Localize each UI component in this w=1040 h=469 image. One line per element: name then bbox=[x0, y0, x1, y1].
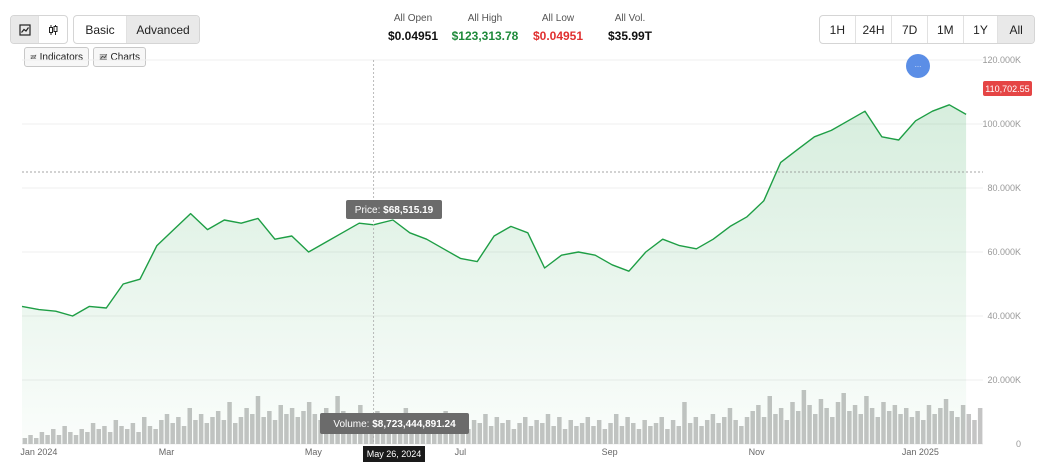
price-tooltip-value: $68,515.19 bbox=[383, 205, 433, 216]
more-options-button[interactable] bbox=[906, 54, 930, 78]
y-tick-label: 80.000K bbox=[987, 183, 1021, 193]
volume-tooltip-text: Volume: $8,723,444,891.24 bbox=[333, 419, 456, 430]
x-tick-label: Jan 2025 bbox=[902, 447, 939, 457]
stat-label: All Low bbox=[541, 13, 575, 24]
advanced-mode-button[interactable]: Advanced bbox=[127, 16, 199, 43]
x-tick-label: Jul bbox=[455, 447, 467, 457]
current-price-label: 110,702.55 bbox=[985, 84, 1029, 94]
stat-label: All High bbox=[467, 13, 503, 24]
candlestick-icon[interactable] bbox=[39, 16, 67, 43]
y-tick-label: 20.000K bbox=[987, 375, 1021, 385]
volume-tooltip-value: $8,723,444,891.24 bbox=[372, 419, 456, 430]
stat-value: $0.04951 bbox=[532, 29, 584, 43]
stat-value: $0.04951 bbox=[387, 29, 439, 43]
volume-bar bbox=[977, 408, 983, 444]
current-price-badge bbox=[983, 81, 1032, 96]
stat-value: $35.99T bbox=[607, 29, 653, 43]
chart-type-toggle bbox=[10, 15, 68, 44]
indicators-label: Indicators bbox=[39, 51, 83, 63]
indicators-icon bbox=[30, 54, 37, 59]
x-tick-label: Sep bbox=[602, 447, 618, 457]
charts-label: Charts bbox=[110, 51, 140, 63]
range-24h-button[interactable]: 24H bbox=[856, 16, 893, 43]
range-selector: 1H 24H 7D 1M 1Y All bbox=[819, 15, 1035, 44]
x-tick-label: May bbox=[305, 447, 323, 457]
range-all-button[interactable]: All bbox=[998, 16, 1034, 43]
range-7d-button[interactable]: 7D bbox=[892, 16, 928, 43]
range-1y-button[interactable]: 1Y bbox=[964, 16, 999, 43]
indicators-button[interactable]: Indicators bbox=[24, 47, 89, 67]
hover-date-label: May 26, 2024 bbox=[367, 449, 422, 459]
y-tick-label: 0 bbox=[1016, 439, 1021, 449]
volume-bar bbox=[966, 414, 972, 444]
stat-value: $123,313.78 bbox=[451, 29, 519, 43]
volume-bar bbox=[972, 420, 977, 444]
stat-all-low: All Low $0.04951 bbox=[527, 13, 589, 43]
x-tick-label: Mar bbox=[159, 447, 175, 457]
volume-tooltip bbox=[320, 413, 469, 434]
stat-label: All Vol. bbox=[614, 13, 646, 24]
y-tick-label: 120.000K bbox=[982, 55, 1021, 65]
hover-date-badge bbox=[363, 446, 425, 462]
y-tick-label: 60.000K bbox=[987, 247, 1021, 257]
price-line bbox=[21, 104, 967, 317]
x-tick-label: Jan 2024 bbox=[20, 447, 57, 457]
y-tick-label: 40.000K bbox=[987, 311, 1021, 321]
mode-toggle: Basic Advanced bbox=[73, 15, 200, 44]
basic-mode-button[interactable]: Basic bbox=[74, 16, 127, 43]
price-tooltip-text: Price: $68,515.19 bbox=[355, 205, 434, 216]
charts-icon bbox=[99, 53, 108, 60]
range-1m-button[interactable]: 1M bbox=[928, 16, 964, 43]
price-tooltip bbox=[346, 200, 442, 219]
stat-all-open: All Open $0.04951 bbox=[382, 13, 444, 43]
stat-all-vol: All Vol. $35.99T bbox=[600, 13, 660, 43]
y-tick-label: 100.000K bbox=[982, 119, 1021, 129]
range-1h-button[interactable]: 1H bbox=[820, 16, 856, 43]
price-area bbox=[22, 104, 967, 445]
stat-all-high: All High $123,313.78 bbox=[448, 13, 522, 43]
x-tick-label: Nov bbox=[749, 447, 766, 457]
line-chart-icon[interactable] bbox=[11, 16, 39, 43]
stat-label: All Open bbox=[393, 13, 433, 24]
charts-button[interactable]: Charts bbox=[93, 47, 146, 67]
more-options-icon: … bbox=[915, 62, 922, 69]
